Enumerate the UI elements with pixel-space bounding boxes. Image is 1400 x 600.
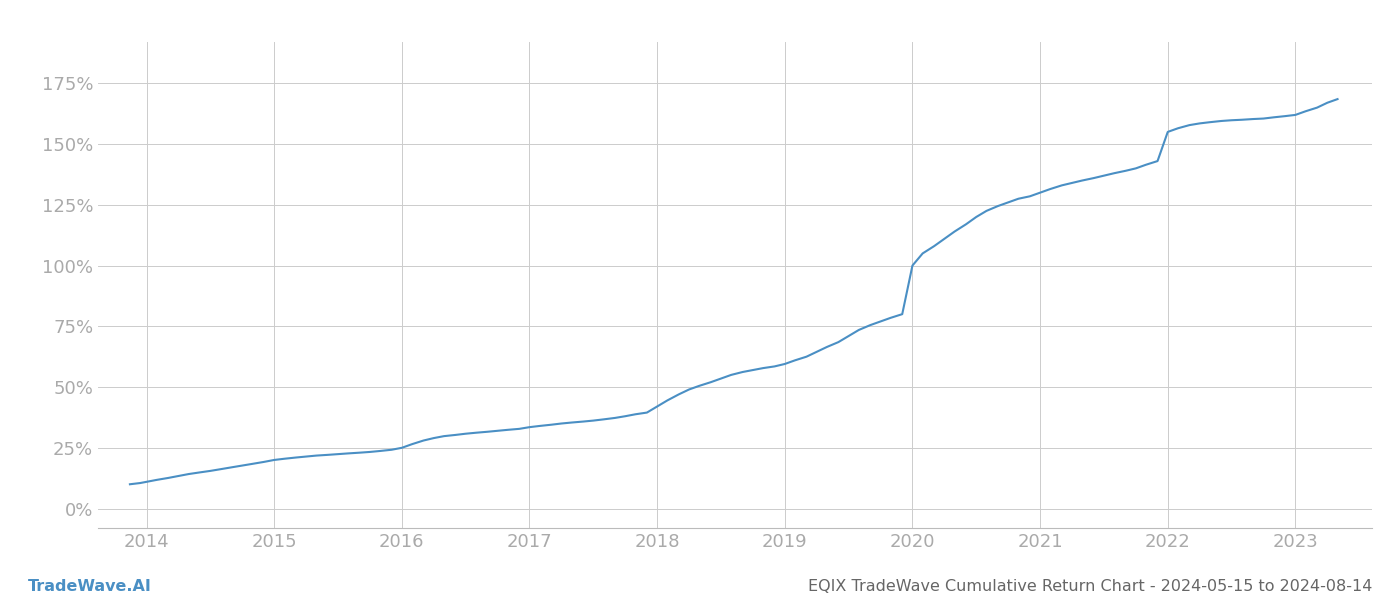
Text: TradeWave.AI: TradeWave.AI xyxy=(28,579,151,594)
Text: EQIX TradeWave Cumulative Return Chart - 2024-05-15 to 2024-08-14: EQIX TradeWave Cumulative Return Chart -… xyxy=(808,579,1372,594)
